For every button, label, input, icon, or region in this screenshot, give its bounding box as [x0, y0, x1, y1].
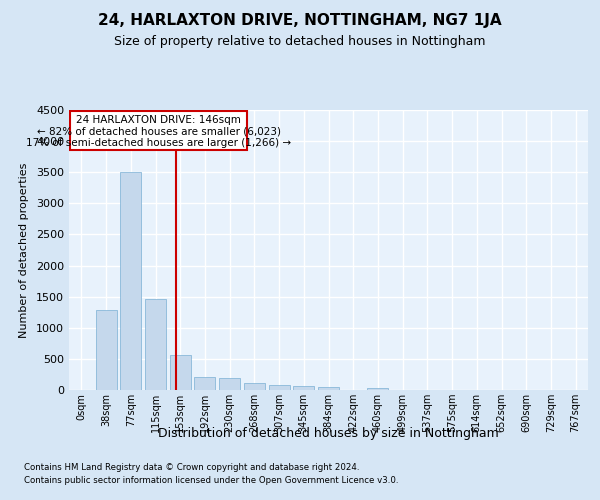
Text: Contains public sector information licensed under the Open Government Licence v3: Contains public sector information licen…: [24, 476, 398, 485]
Text: 24 HARLAXTON DRIVE: 146sqm: 24 HARLAXTON DRIVE: 146sqm: [76, 116, 241, 126]
Bar: [318, 387, 339, 390]
Text: ← 82% of detached houses are smaller (6,023): ← 82% of detached houses are smaller (6,…: [37, 126, 281, 136]
Y-axis label: Number of detached properties: Number of detached properties: [19, 162, 29, 338]
Bar: [219, 378, 240, 390]
Bar: [269, 385, 290, 390]
Bar: [194, 376, 215, 390]
Bar: [244, 383, 265, 390]
Text: Contains HM Land Registry data © Crown copyright and database right 2024.: Contains HM Land Registry data © Crown c…: [24, 462, 359, 471]
Bar: [293, 386, 314, 390]
Bar: [70, 110, 247, 150]
Bar: [120, 172, 141, 390]
Bar: [367, 388, 388, 390]
Bar: [170, 356, 191, 390]
Text: 24, HARLAXTON DRIVE, NOTTINGHAM, NG7 1JA: 24, HARLAXTON DRIVE, NOTTINGHAM, NG7 1JA: [98, 12, 502, 28]
Text: Size of property relative to detached houses in Nottingham: Size of property relative to detached ho…: [114, 35, 486, 48]
Bar: [95, 310, 116, 390]
Text: 17% of semi-detached houses are larger (1,266) →: 17% of semi-detached houses are larger (…: [26, 138, 291, 148]
Bar: [145, 299, 166, 390]
Text: Distribution of detached houses by size in Nottingham: Distribution of detached houses by size …: [158, 428, 499, 440]
